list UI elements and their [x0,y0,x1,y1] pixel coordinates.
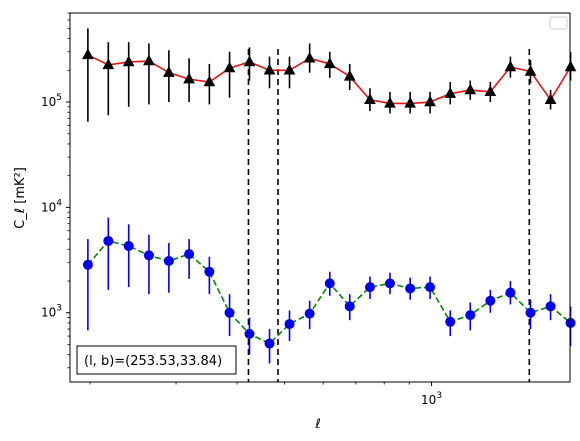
data-point-triangle [82,48,94,60]
y-tick-label: 105 [41,93,62,109]
axes-frame [69,12,571,383]
data-point-circle [244,328,255,339]
data-point-circle [364,282,375,293]
data-point-circle [525,307,536,318]
data-point-triangle [323,57,336,69]
x-axis-label: ℓ [314,417,320,432]
x-tick-label: 103 [421,391,442,407]
data-point-circle [344,301,355,312]
data-point-circle [545,301,556,312]
data-point-circle [204,266,215,277]
data-point-circle [425,282,436,293]
data-point-triangle [424,95,436,107]
x-ticks: 103 [89,382,442,407]
data-point-triangle [203,75,216,87]
data-point-circle [465,310,476,321]
data-point-triangle [143,54,155,66]
data-point-circle [103,235,114,246]
legend-box[interactable] [549,16,568,30]
data-point-circle [384,278,395,289]
y-tick-label: 104 [41,198,62,214]
data-point-triangle [364,93,376,105]
data-point-circle [264,338,275,349]
data-point-circle [123,240,134,251]
data-point-circle [284,319,295,330]
axes: 103 103 104 105 ℓ C_ℓ [mK²] [13,12,571,432]
annotation-frame [76,345,237,375]
data-point-circle [445,316,456,327]
data-point-circle [485,295,496,306]
data-point-triangle [484,85,497,97]
data-point-triangle [524,64,537,76]
y-ticks: 103 104 105 [41,12,70,369]
data-point-circle [304,308,315,319]
data-point-triangle [183,72,195,84]
data-point-triangle [544,93,557,105]
annotation-text: (l, b)=(253.53,33.84) [84,354,222,369]
data-point-triangle [122,55,135,67]
data-point-triangle [444,87,457,98]
data-point-triangle [464,83,477,95]
data-point-triangle [283,63,296,75]
y-tick-label: 103 [41,304,62,320]
data-point-triangle [384,96,396,108]
data-point-circle [184,249,195,260]
data-point-circle [405,283,416,294]
data-point-triangle [564,60,577,72]
data-point-circle [163,255,174,266]
y-axis-label: C_ℓ [mK²] [13,167,28,229]
data-point-triangle [243,55,256,67]
annotation-box: (l, b)=(253.53,33.84) [76,345,237,375]
data-point-triangle [504,60,517,72]
data-point-triangle [343,69,356,81]
data-point-circle [82,259,93,270]
data-point-circle [324,278,335,289]
data-point-triangle [163,66,175,77]
data-point-triangle [303,51,316,63]
plot-area [82,28,577,382]
data-point-triangle [223,61,236,73]
data-point-circle [565,317,576,328]
legend-frame [549,16,568,30]
data-point-circle [224,307,235,318]
data-point-triangle [404,96,416,108]
data-point-circle [143,250,154,261]
data-point-triangle [102,58,115,70]
data-point-triangle [263,63,276,75]
data-point-circle [505,287,516,298]
